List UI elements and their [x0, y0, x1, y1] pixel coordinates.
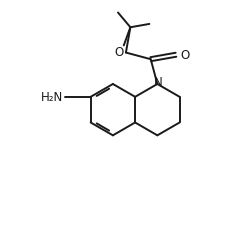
Text: O: O [180, 49, 189, 62]
Text: N: N [154, 75, 163, 88]
Text: H₂N: H₂N [40, 91, 63, 104]
Text: O: O [114, 46, 124, 59]
